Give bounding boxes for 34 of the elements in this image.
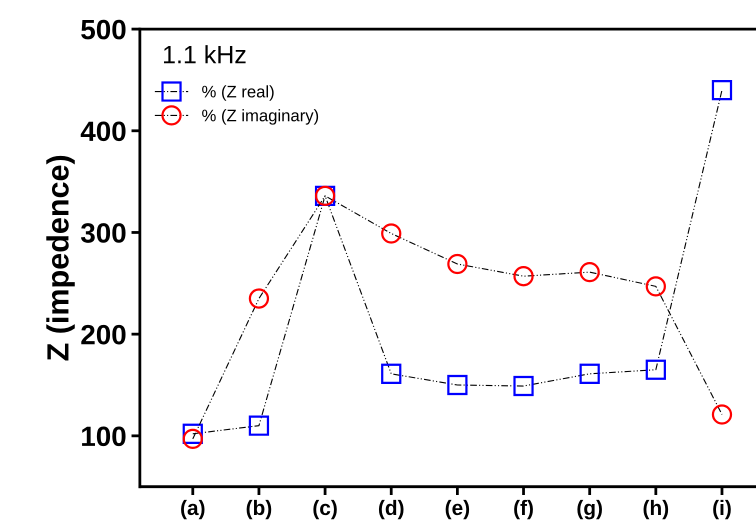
- point: [381, 364, 402, 384]
- point: [646, 360, 666, 380]
- y-tick-label: 200: [81, 324, 126, 344]
- x-tick-label: (d): [378, 500, 404, 520]
- x-tick-label: (f): [514, 500, 533, 520]
- x-tick-label: (e): [446, 500, 470, 520]
- annotation: 1.1 kHz: [164, 45, 246, 64]
- point: [580, 262, 600, 282]
- point: [712, 404, 732, 425]
- x-tick-label: (c): [313, 500, 337, 520]
- x-tick-label: (a): [181, 500, 204, 520]
- y-axis-title: Z (impedence): [46, 156, 75, 361]
- point: [712, 80, 732, 100]
- legend-label: % (Z real): [202, 85, 274, 101]
- point: [248, 416, 270, 436]
- x-tick-label: (g): [577, 500, 602, 520]
- point: [447, 254, 468, 274]
- x-tick-label: (h): [644, 500, 668, 520]
- point: [182, 424, 203, 444]
- point: [646, 276, 666, 296]
- legend-label: % (Z imaginary): [202, 109, 318, 125]
- y-tick-label: 500: [81, 20, 126, 40]
- point: [248, 288, 270, 309]
- y-tick-label: 300: [80, 223, 126, 243]
- point: [580, 364, 600, 384]
- y-tick-label: 400: [80, 121, 126, 142]
- point: [513, 266, 534, 286]
- point: [381, 223, 402, 244]
- x-tick-label: (i): [713, 500, 731, 520]
- y-tick-label: 100: [82, 426, 126, 446]
- x-tick-label: (b): [246, 500, 272, 520]
- point: [513, 376, 534, 396]
- point: [447, 374, 468, 396]
- point: [182, 428, 203, 450]
